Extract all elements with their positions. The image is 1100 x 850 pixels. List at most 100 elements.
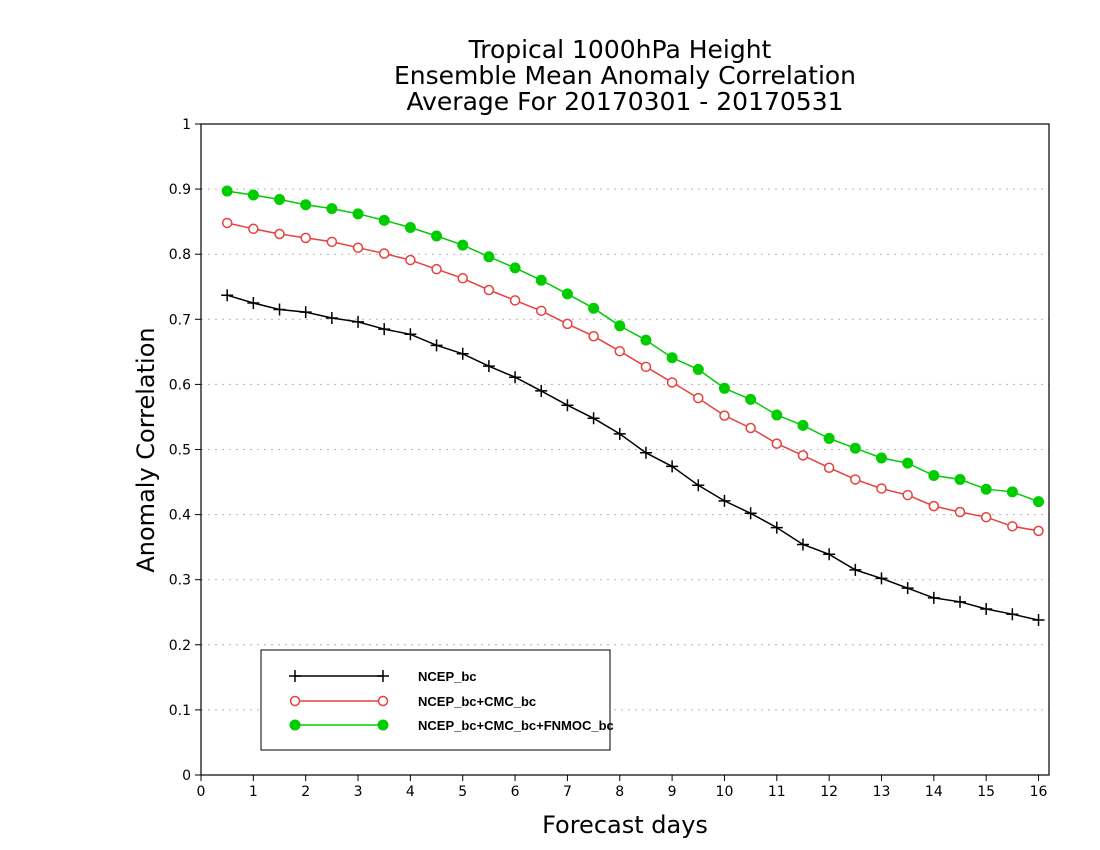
series-line bbox=[227, 222, 1039, 532]
data-point bbox=[614, 320, 626, 332]
y-tick-label: 0.6 bbox=[169, 377, 191, 393]
x-tick-label: 16 bbox=[1030, 784, 1048, 800]
x-tick-label: 11 bbox=[768, 784, 786, 800]
data-point bbox=[300, 199, 312, 211]
data-point bbox=[875, 572, 888, 585]
legend-marker bbox=[289, 719, 301, 731]
y-tick-label: 0.5 bbox=[169, 443, 191, 459]
data-point bbox=[535, 274, 547, 286]
data-point bbox=[378, 323, 391, 336]
data-point bbox=[718, 494, 731, 507]
data-point bbox=[640, 361, 652, 373]
title-line-2: Ensemble Mean Anomaly Correlation bbox=[394, 61, 856, 90]
data-point bbox=[431, 230, 443, 242]
data-point bbox=[770, 521, 783, 534]
data-point bbox=[273, 303, 286, 316]
x-tick-label: 1 bbox=[249, 784, 258, 800]
data-point bbox=[221, 289, 234, 302]
data-point bbox=[274, 194, 286, 206]
y-tick-label: 0.9 bbox=[169, 182, 191, 198]
data-point bbox=[823, 548, 836, 561]
data-point bbox=[561, 399, 574, 412]
data-point bbox=[980, 511, 992, 523]
data-point bbox=[666, 352, 678, 364]
data-point bbox=[248, 223, 259, 235]
data-point bbox=[876, 483, 887, 494]
x-tick-label: 14 bbox=[925, 784, 943, 800]
series-line bbox=[227, 190, 1039, 503]
data-point bbox=[980, 483, 992, 495]
data-point bbox=[561, 288, 573, 300]
y-axis: 0 0.1 0.2 0.3 0.4 0.5 0.6 0.7 0.8 0.9 1 bbox=[169, 117, 201, 784]
y-tick-label: 0.4 bbox=[169, 508, 191, 524]
data-point bbox=[745, 422, 756, 434]
x-axis: 0 1 2 3 4 5 6 7 8 9 10 11 12 13 14 15 16 bbox=[197, 775, 1048, 800]
y-tick-label: 1 bbox=[182, 117, 191, 133]
series-1 bbox=[221, 289, 1045, 627]
data-point bbox=[1033, 525, 1044, 537]
x-tick-label: 6 bbox=[511, 784, 520, 800]
data-point bbox=[431, 263, 442, 275]
legend-label: NCEP_bc+CMC_bc+FNMOC_bc bbox=[418, 718, 614, 733]
data-point bbox=[221, 217, 233, 229]
y-tick-label: 0.7 bbox=[169, 312, 191, 328]
data-point bbox=[797, 419, 809, 431]
x-tick-label: 13 bbox=[873, 784, 891, 800]
grid bbox=[201, 188, 1049, 711]
chart-title: Tropical 1000hPa Height Ensemble Mean An… bbox=[394, 35, 856, 116]
x-tick-label: 10 bbox=[716, 784, 734, 800]
data-point bbox=[483, 284, 495, 296]
data-point bbox=[509, 295, 521, 306]
x-axis-label: Forecast days bbox=[542, 811, 708, 839]
y-tick-label: 0.8 bbox=[169, 247, 191, 263]
y-tick-label: 0.3 bbox=[169, 573, 191, 589]
data-point bbox=[849, 563, 862, 576]
data-point bbox=[928, 500, 940, 512]
x-tick-label: 12 bbox=[820, 784, 838, 800]
data-point bbox=[745, 393, 757, 405]
data-point bbox=[457, 239, 469, 251]
series-line bbox=[226, 294, 1039, 621]
legend-marker bbox=[289, 670, 301, 682]
data-point bbox=[299, 306, 312, 319]
legend-marker bbox=[377, 719, 389, 731]
x-tick-label: 4 bbox=[406, 784, 415, 800]
legend-label: NCEP_bc bbox=[418, 669, 477, 684]
data-point bbox=[1032, 614, 1045, 627]
y-tick-label: 0.1 bbox=[169, 703, 191, 719]
legend-item-1: NCEP_bc bbox=[289, 669, 477, 684]
data-point bbox=[928, 470, 940, 482]
legend-item-2: NCEP_bc+CMC_bc bbox=[289, 694, 536, 709]
series-layer bbox=[221, 185, 1045, 627]
data-point bbox=[954, 595, 967, 608]
data-point bbox=[796, 538, 809, 551]
x-tick-label: 9 bbox=[668, 784, 677, 800]
data-point bbox=[535, 384, 548, 397]
y-tick-label: 0.2 bbox=[169, 638, 191, 654]
x-tick-label: 5 bbox=[458, 784, 467, 800]
data-point bbox=[639, 446, 652, 459]
data-point bbox=[666, 377, 678, 388]
data-point bbox=[849, 442, 861, 454]
data-point bbox=[902, 489, 913, 501]
data-point bbox=[1006, 486, 1018, 498]
data-point bbox=[352, 315, 365, 328]
legend: NCEP_bc NCEP_bc+CMC_bc NCEP_bc+CMC_bc+FNMO… bbox=[260, 649, 614, 751]
data-point bbox=[482, 360, 495, 373]
legend-label: NCEP_bc+CMC_bc bbox=[418, 694, 536, 709]
data-point bbox=[430, 339, 443, 352]
data-point bbox=[901, 582, 914, 595]
data-point bbox=[954, 473, 966, 485]
data-point bbox=[535, 305, 547, 317]
x-tick-label: 15 bbox=[977, 784, 995, 800]
data-point bbox=[692, 479, 705, 492]
data-point bbox=[954, 506, 966, 518]
data-point bbox=[693, 392, 704, 404]
data-point bbox=[771, 409, 783, 421]
data-point bbox=[300, 232, 311, 244]
legend-marker bbox=[289, 695, 301, 707]
data-point bbox=[274, 228, 285, 240]
title-line-3: Average For 20170301 - 20170531 bbox=[406, 87, 843, 116]
x-tick-label: 3 bbox=[354, 784, 363, 800]
data-point bbox=[614, 345, 626, 357]
